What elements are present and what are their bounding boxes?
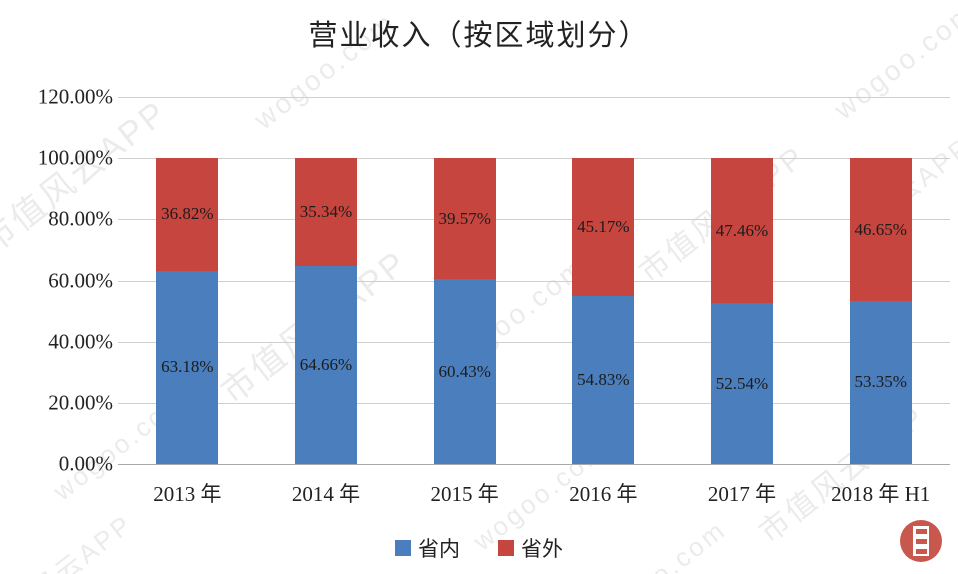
chart-title: 营业收入（按区域划分） bbox=[308, 20, 650, 52]
bar-slot-2017 年: 52.54% 47.46% bbox=[673, 97, 812, 464]
legend-label: 省内 bbox=[418, 537, 460, 561]
bar-slot-2014 年: 64.66% 35.34% bbox=[257, 97, 396, 464]
plot-area: 63.18% 36.82% 64.66% 35.34% 60.43% 39.57% 54.8… bbox=[118, 97, 950, 465]
y-tick-label: 100.00% bbox=[37, 145, 113, 170]
x-tick-label: 2013 年 bbox=[153, 482, 222, 506]
wogoo-seal-icon bbox=[900, 520, 942, 562]
data-label: 63.18% bbox=[161, 357, 214, 377]
gridline-100 bbox=[118, 158, 950, 160]
bar-slot-2015 年: 60.43% 39.57% bbox=[395, 97, 534, 464]
data-label: 39.57% bbox=[438, 208, 491, 228]
x-tick-label: 2017 年 bbox=[707, 482, 777, 506]
seal-glyphs bbox=[913, 526, 929, 556]
gridline-120 bbox=[118, 97, 950, 98]
x-tick-label: 2016 年 bbox=[569, 482, 638, 506]
legend-swatch-icon bbox=[498, 540, 514, 556]
bar-segment-省外-2018 年 H1: 46.65% bbox=[849, 158, 912, 301]
bar-segment-省内-2017 年: 52.54% bbox=[710, 303, 773, 464]
bar-segment-省内-2014 年: 64.66% bbox=[294, 266, 357, 464]
bar-segment-省内-2018 年 H1: 53.35% bbox=[849, 300, 912, 464]
x-tick-label: 2018 年 H1 bbox=[831, 482, 931, 506]
bar-segment-省内-2016 年: 54.83% bbox=[572, 296, 635, 464]
gridline-60 bbox=[118, 280, 950, 282]
bar-segment-省外-2017 年: 47.46% bbox=[710, 158, 773, 304]
legend-swatch-icon bbox=[395, 540, 411, 556]
bar-segment-省外-2015 年: 39.57% bbox=[433, 158, 496, 280]
gridline-80 bbox=[118, 219, 950, 221]
y-tick-label: 40.00% bbox=[48, 329, 113, 354]
data-label: 47.46% bbox=[715, 220, 769, 240]
data-label: 64.66% bbox=[299, 355, 353, 375]
legend-item-省外: 省外 bbox=[498, 533, 563, 563]
data-label: 53.35% bbox=[854, 372, 907, 392]
gridline-20 bbox=[118, 402, 950, 404]
legend-label: 省外 bbox=[521, 537, 563, 561]
data-label: 36.82% bbox=[161, 204, 214, 224]
bar-slot-2016 年: 54.83% 45.17% bbox=[534, 97, 673, 464]
y-tick-label: 120.00% bbox=[37, 84, 113, 109]
bar-segment-省内-2013 年: 63.18% bbox=[156, 270, 219, 464]
legend-item-省内: 省内 bbox=[395, 533, 460, 563]
data-label: 35.34% bbox=[299, 202, 353, 222]
x-tick-label: 2014 年 bbox=[291, 482, 361, 506]
y-tick-label: 0.00% bbox=[58, 451, 113, 476]
data-label: 45.17% bbox=[577, 217, 630, 237]
data-label: 60.43% bbox=[438, 361, 491, 381]
bar-slot-2018 年 H1: 53.35% 46.65% bbox=[811, 97, 950, 464]
legend: 省内 省外 bbox=[0, 533, 958, 563]
bar-segment-省内-2015 年: 60.43% bbox=[433, 279, 496, 464]
y-tick-label: 60.00% bbox=[48, 268, 113, 292]
data-label: 54.83% bbox=[577, 370, 630, 390]
y-tick-label: 20.00% bbox=[48, 390, 113, 415]
data-label: 46.65% bbox=[854, 219, 907, 239]
x-tick-label: 2015 年 bbox=[430, 482, 499, 506]
gridline-40 bbox=[118, 341, 950, 343]
bar-segment-省外-2014 年: 35.34% bbox=[294, 158, 357, 267]
bar-slot-2013 年: 63.18% 36.82% bbox=[118, 97, 257, 464]
bar-segment-省外-2013 年: 36.82% bbox=[156, 158, 219, 271]
y-tick-label: 80.00% bbox=[48, 206, 113, 231]
bar-segment-省外-2016 年: 45.17% bbox=[572, 158, 635, 297]
data-label: 52.54% bbox=[715, 373, 769, 393]
